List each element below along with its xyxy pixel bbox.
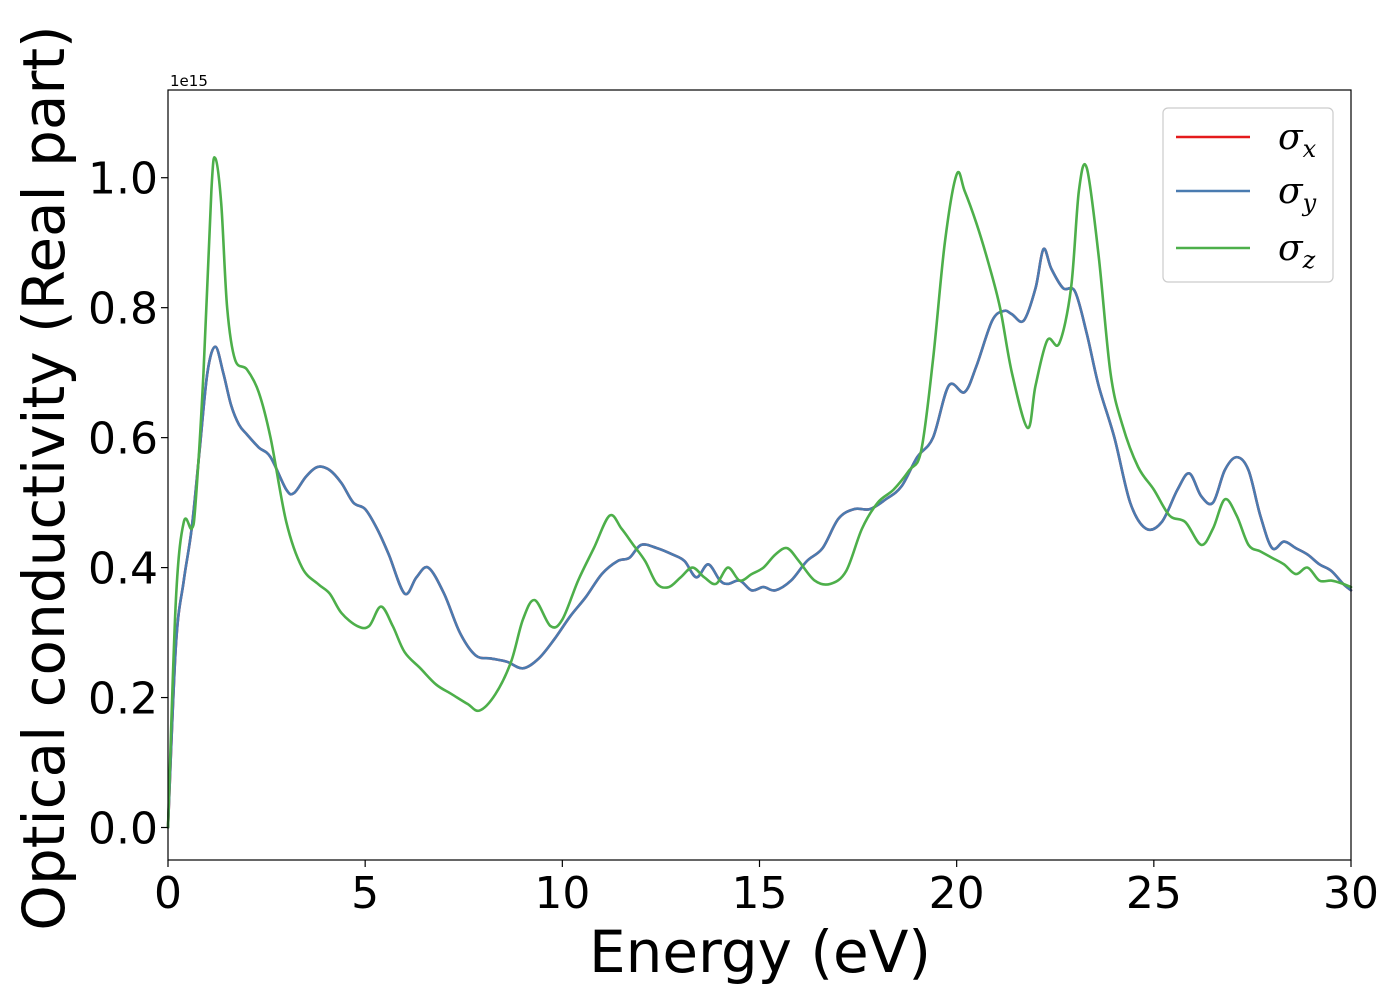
- x-tick-label: 25: [1126, 868, 1182, 919]
- x-tick-label: 20: [929, 868, 985, 919]
- legend-box: [1162, 107, 1334, 283]
- y-offset-label: 1e15: [170, 72, 208, 90]
- legend-label-z: σz: [1278, 228, 1316, 274]
- series-line-y: [166, 247, 1353, 829]
- x-tick-label: 0: [154, 868, 182, 919]
- plot-frame: [167, 89, 1352, 861]
- y-tick-label: 0.6: [88, 414, 158, 465]
- legend: σx σy σz: [1162, 107, 1334, 283]
- x-tick-label: 15: [732, 868, 788, 919]
- ticks-layer: 0 5 10 15 20 25 30 0.0 0.2 0.4 0.6 0.8 1.0: [88, 154, 1379, 919]
- legend-label-x: σx: [1278, 117, 1317, 163]
- series-layer: [166, 156, 1353, 829]
- x-tick-label: 10: [534, 868, 590, 919]
- y-tick-label: 0.2: [88, 674, 158, 725]
- y-tick-label: 0.4: [88, 544, 158, 595]
- y-tick-label: 1.0: [88, 154, 158, 205]
- x-tick-label: 30: [1323, 868, 1379, 919]
- y-tick-label: 0.0: [88, 804, 158, 855]
- legend-label-y: σy: [1278, 171, 1317, 217]
- y-tick-label: 0.8: [88, 284, 158, 335]
- series-line-z: [166, 156, 1353, 829]
- y-axis-label: Optical conductivity (Real part): [10, 25, 78, 930]
- x-tick-label: 5: [351, 868, 379, 919]
- x-axis-label: Energy (eV): [589, 918, 931, 986]
